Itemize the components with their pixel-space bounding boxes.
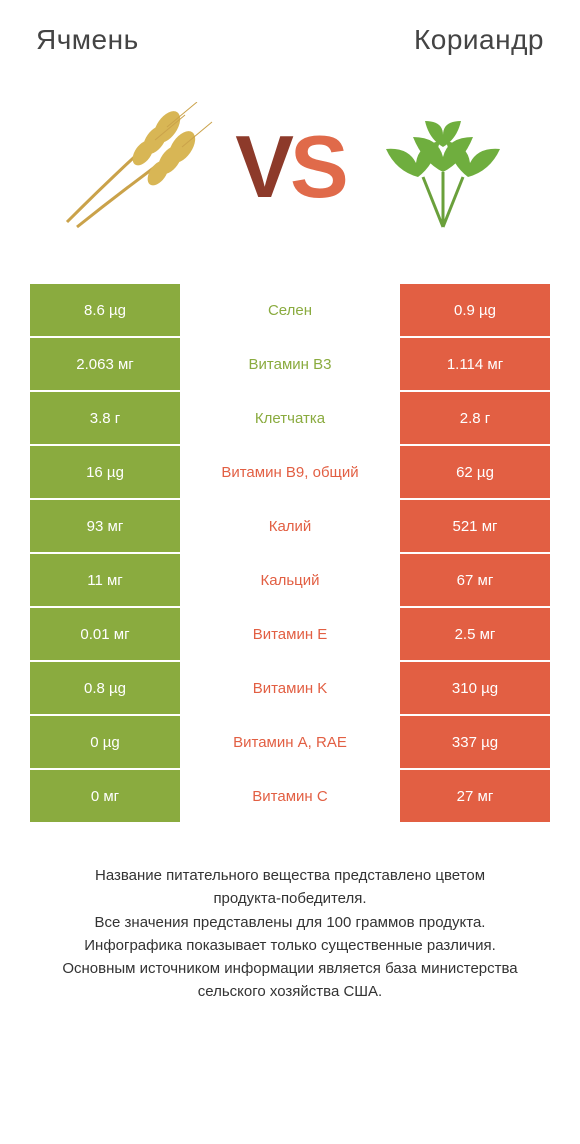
value-left: 11 мг — [30, 554, 180, 606]
nutrient-label: Клетчатка — [180, 392, 400, 444]
table-row: 16 µgВитамин B9, общий62 µg — [30, 446, 550, 500]
table-row: 8.6 µgСелен0.9 µg — [30, 284, 550, 338]
nutrient-label: Витамин C — [180, 770, 400, 822]
nutrient-label: Витамин K — [180, 662, 400, 714]
vs-label: VS — [235, 123, 344, 211]
table-row: 0.8 µgВитамин K310 µg — [30, 662, 550, 716]
nutrient-label: Витамин B9, общий — [180, 446, 400, 498]
nutrient-label: Витамин E — [180, 608, 400, 660]
footer-note: Название питательного вещества представл… — [30, 864, 550, 1004]
table-row: 2.063 мгВитамин B31.114 мг — [30, 338, 550, 392]
value-left: 0 мг — [30, 770, 180, 822]
value-left: 0.8 µg — [30, 662, 180, 714]
nutrient-table: 8.6 µgСелен0.9 µg2.063 мгВитамин B31.114… — [30, 284, 550, 824]
value-right: 1.114 мг — [400, 338, 550, 390]
nutrient-label: Калий — [180, 500, 400, 552]
title-left: Ячмень — [36, 24, 139, 56]
title-row: Ячмень Кориандр — [30, 24, 550, 64]
value-left: 2.063 мг — [30, 338, 180, 390]
table-row: 11 мгКальций67 мг — [30, 554, 550, 608]
table-row: 0 мгВитамин C27 мг — [30, 770, 550, 824]
footer-line: Все значения представлены для 100 граммо… — [36, 911, 544, 934]
value-right: 310 µg — [400, 662, 550, 714]
hero-row: VS — [30, 92, 550, 242]
nutrient-label: Витамин B3 — [180, 338, 400, 390]
table-row: 93 мгКалий521 мг — [30, 500, 550, 554]
infographic-root: Ячмень Кориандр — [0, 0, 580, 1144]
footer-line: Название питательного вещества представл… — [36, 864, 544, 887]
nutrient-label: Селен — [180, 284, 400, 336]
vs-v: V — [235, 117, 290, 216]
value-left: 16 µg — [30, 446, 180, 498]
table-row: 3.8 гКлетчатка2.8 г — [30, 392, 550, 446]
value-right: 62 µg — [400, 446, 550, 498]
value-left: 0 µg — [30, 716, 180, 768]
barley-image — [57, 102, 217, 232]
coriander-image — [363, 102, 523, 232]
value-right: 67 мг — [400, 554, 550, 606]
footer-line: сельского хозяйства США. — [36, 980, 544, 1003]
value-left: 8.6 µg — [30, 284, 180, 336]
footer-line: Основным источником информации является … — [36, 957, 544, 980]
footer-line: Инфографика показывает только существенн… — [36, 934, 544, 957]
value-right: 2.8 г — [400, 392, 550, 444]
value-right: 27 мг — [400, 770, 550, 822]
nutrient-label: Витамин A, RAE — [180, 716, 400, 768]
footer-line: продукта-победителя. — [36, 887, 544, 910]
vs-s: S — [290, 117, 345, 216]
table-row: 0 µgВитамин A, RAE337 µg — [30, 716, 550, 770]
title-right: Кориандр — [414, 24, 544, 56]
value-right: 2.5 мг — [400, 608, 550, 660]
value-right: 521 мг — [400, 500, 550, 552]
value-left: 0.01 мг — [30, 608, 180, 660]
value-right: 337 µg — [400, 716, 550, 768]
table-row: 0.01 мгВитамин E2.5 мг — [30, 608, 550, 662]
value-right: 0.9 µg — [400, 284, 550, 336]
nutrient-label: Кальций — [180, 554, 400, 606]
value-left: 93 мг — [30, 500, 180, 552]
value-left: 3.8 г — [30, 392, 180, 444]
